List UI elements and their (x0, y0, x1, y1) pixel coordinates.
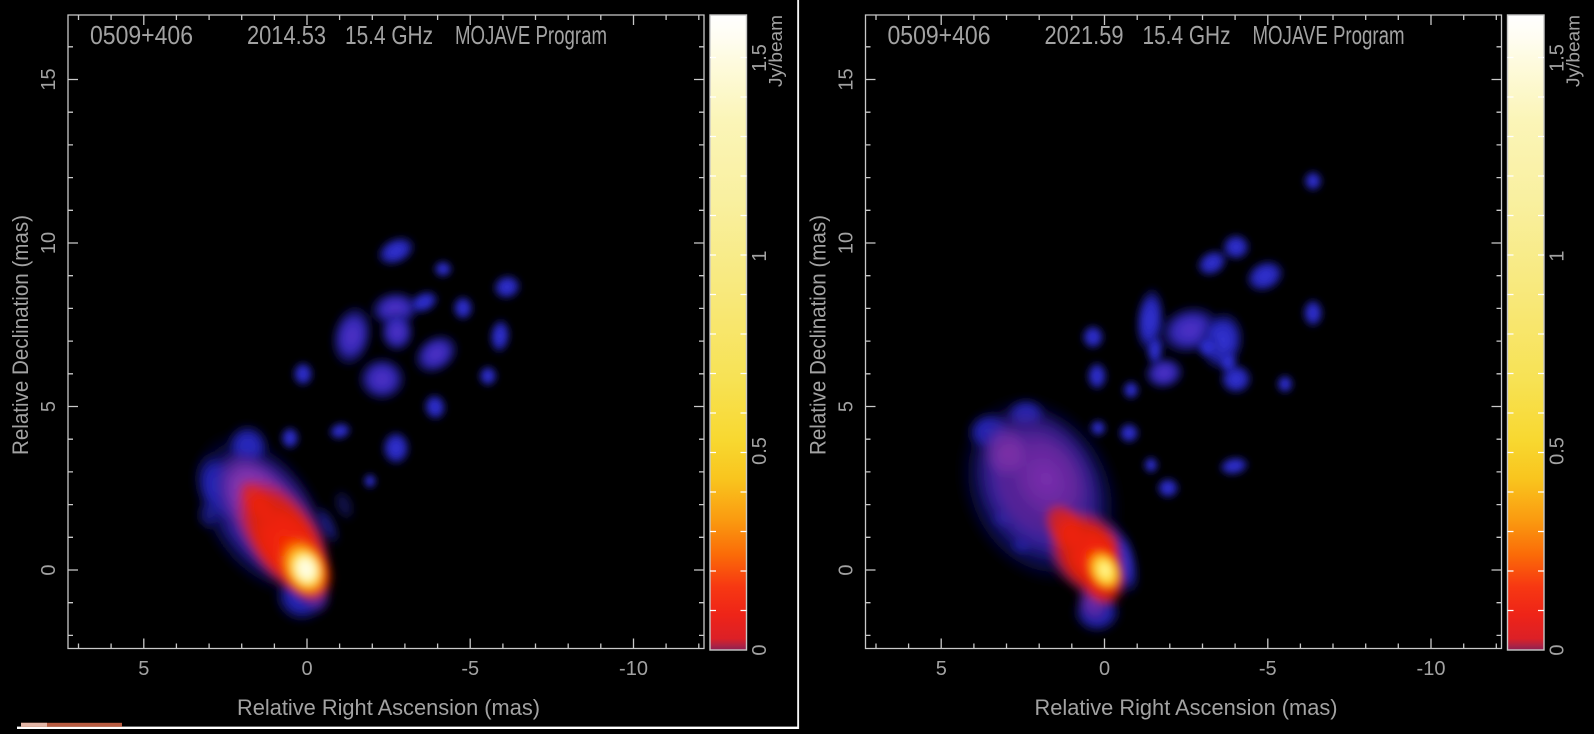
svg-text:Relative Right Ascension (mas): Relative Right Ascension (mas) (1035, 695, 1338, 720)
svg-text:0: 0 (301, 658, 312, 680)
svg-text:0: 0 (836, 564, 858, 575)
svg-text:2021.59: 2021.59 (1045, 20, 1124, 50)
svg-text:MOJAVE Program: MOJAVE Program (455, 20, 607, 50)
svg-text:1: 1 (749, 250, 771, 261)
svg-text:Relative Declination (mas): Relative Declination (mas) (8, 215, 33, 455)
svg-text:Relative Right Ascension (mas): Relative Right Ascension (mas) (237, 695, 540, 720)
svg-text:15: 15 (836, 68, 858, 90)
svg-text:5: 5 (936, 658, 947, 680)
svg-text:Jy/beam: Jy/beam (1564, 15, 1584, 87)
svg-text:0: 0 (38, 564, 60, 575)
svg-text:5: 5 (836, 401, 858, 412)
svg-text:15.4 GHz: 15.4 GHz (1143, 20, 1231, 50)
svg-text:1.5: 1.5 (749, 44, 771, 72)
svg-text:0509+406: 0509+406 (888, 20, 991, 50)
svg-text:Relative Declination (mas): Relative Declination (mas) (806, 215, 831, 455)
svg-text:0509+406: 0509+406 (90, 20, 193, 50)
svg-text:-10: -10 (619, 658, 648, 680)
svg-text:10: 10 (836, 232, 858, 254)
svg-text:-10: -10 (1417, 658, 1446, 680)
svg-text:2014.53: 2014.53 (247, 20, 326, 50)
svg-text:-5: -5 (461, 658, 479, 680)
svg-text:1.5: 1.5 (1547, 44, 1569, 72)
svg-text:10: 10 (38, 232, 60, 254)
svg-text:15: 15 (38, 68, 60, 90)
svg-text:0: 0 (1547, 644, 1569, 655)
svg-text:0: 0 (749, 644, 771, 655)
svg-text:0.5: 0.5 (749, 437, 771, 465)
svg-text:0.5: 0.5 (1547, 437, 1569, 465)
svg-text:1: 1 (1547, 250, 1569, 261)
svg-text:-5: -5 (1259, 658, 1277, 680)
svg-text:15.4 GHz: 15.4 GHz (345, 20, 433, 50)
svg-text:0: 0 (1099, 658, 1110, 680)
svg-text:5: 5 (38, 401, 60, 412)
svg-text:Jy/beam: Jy/beam (766, 15, 786, 87)
svg-text:MOJAVE Program: MOJAVE Program (1253, 20, 1405, 50)
svg-text:5: 5 (138, 658, 149, 680)
